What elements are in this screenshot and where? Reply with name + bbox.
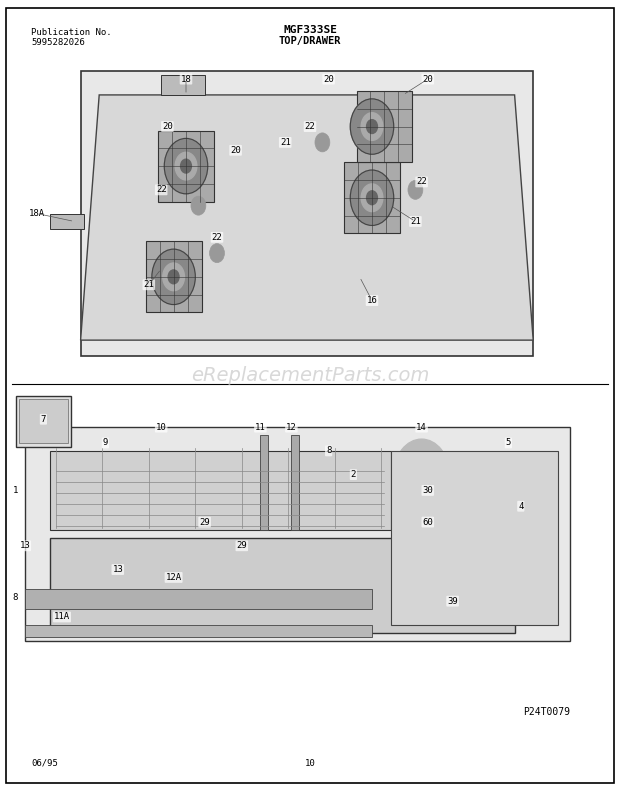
Text: 5: 5 <box>506 438 511 448</box>
Text: 18A: 18A <box>29 209 45 218</box>
Text: 12: 12 <box>286 422 297 432</box>
Text: 16: 16 <box>366 296 378 305</box>
Text: 20: 20 <box>230 146 241 155</box>
Circle shape <box>366 191 378 205</box>
Bar <box>146 241 202 312</box>
Bar <box>50 214 84 229</box>
Text: 2: 2 <box>351 470 356 479</box>
Text: TOP/DRAWER: TOP/DRAWER <box>279 36 341 46</box>
Circle shape <box>485 452 532 513</box>
Bar <box>19 399 68 443</box>
Text: 7: 7 <box>41 414 46 424</box>
Text: 22: 22 <box>211 233 223 242</box>
Text: 11: 11 <box>255 422 266 432</box>
Circle shape <box>361 113 383 141</box>
Text: eReplacementParts.com: eReplacementParts.com <box>191 366 429 385</box>
Text: 29: 29 <box>236 541 247 551</box>
Text: 39: 39 <box>447 596 458 606</box>
Text: 8: 8 <box>326 446 331 456</box>
Text: 20: 20 <box>323 74 334 84</box>
Bar <box>16 396 71 447</box>
Circle shape <box>350 170 394 225</box>
Text: 10: 10 <box>156 422 167 432</box>
FancyBboxPatch shape <box>81 71 533 356</box>
Text: 4: 4 <box>518 501 523 511</box>
Bar <box>291 435 299 530</box>
Circle shape <box>180 159 192 173</box>
Text: 13: 13 <box>19 541 30 551</box>
Text: 12A: 12A <box>166 573 182 582</box>
Bar <box>260 435 268 530</box>
Text: 8: 8 <box>13 592 18 602</box>
Text: 20: 20 <box>422 74 433 84</box>
Circle shape <box>152 249 195 305</box>
Text: 21: 21 <box>410 217 421 226</box>
Text: 30: 30 <box>422 486 433 495</box>
Circle shape <box>175 152 197 180</box>
Bar <box>158 131 214 202</box>
Text: 9: 9 <box>103 438 108 448</box>
Circle shape <box>404 452 439 497</box>
Bar <box>25 589 372 609</box>
Circle shape <box>210 244 224 263</box>
Bar <box>50 538 515 633</box>
Text: 22: 22 <box>304 122 316 131</box>
Circle shape <box>350 99 394 154</box>
Text: 10: 10 <box>304 759 316 768</box>
Text: 22: 22 <box>156 185 167 195</box>
Text: 20: 20 <box>162 122 173 131</box>
Circle shape <box>164 138 208 194</box>
Bar <box>344 162 400 233</box>
Text: 18: 18 <box>180 74 192 84</box>
FancyBboxPatch shape <box>50 451 391 530</box>
Bar <box>25 427 570 641</box>
Text: 29: 29 <box>199 517 210 527</box>
Circle shape <box>408 180 423 199</box>
Bar <box>391 451 558 625</box>
Text: 13: 13 <box>112 565 123 574</box>
Circle shape <box>361 184 383 212</box>
Text: 14: 14 <box>416 422 427 432</box>
Circle shape <box>496 467 521 498</box>
Text: 21: 21 <box>143 280 154 290</box>
Circle shape <box>191 196 206 215</box>
Text: 11A: 11A <box>54 612 70 622</box>
Circle shape <box>315 133 330 152</box>
Circle shape <box>366 119 378 134</box>
Bar <box>161 75 205 95</box>
Bar <box>356 91 412 162</box>
Circle shape <box>168 270 179 284</box>
Text: MGF333SE: MGF333SE <box>283 25 337 36</box>
Text: Publication No.: Publication No. <box>31 28 112 36</box>
Circle shape <box>163 263 185 290</box>
Text: 5995282026: 5995282026 <box>31 38 85 47</box>
Bar <box>25 625 372 637</box>
Text: 60: 60 <box>422 517 433 527</box>
Circle shape <box>394 439 450 510</box>
Text: 1: 1 <box>13 486 18 495</box>
Text: 22: 22 <box>416 177 427 187</box>
Polygon shape <box>81 95 533 340</box>
Text: P24T0079: P24T0079 <box>523 707 570 717</box>
Text: 06/95: 06/95 <box>31 759 58 768</box>
Text: 21: 21 <box>280 138 291 147</box>
